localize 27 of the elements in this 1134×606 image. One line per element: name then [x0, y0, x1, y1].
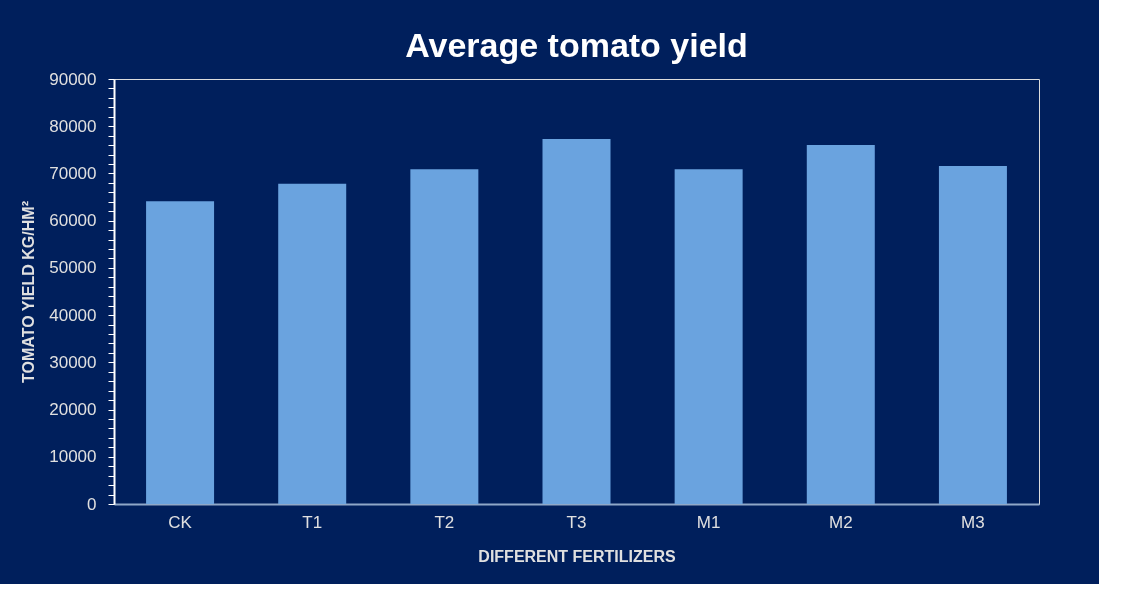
bar — [278, 183, 347, 504]
x-tick-label: M3 — [961, 512, 985, 532]
y-tick-label: 30000 — [49, 352, 97, 372]
y-tick-label: 80000 — [49, 116, 97, 136]
x-tick-label: CK — [168, 512, 193, 532]
bar — [806, 145, 875, 504]
x-tick-label: T3 — [566, 512, 587, 532]
x-tick-label: M2 — [828, 512, 853, 532]
bar — [410, 169, 479, 504]
y-tick-label: 70000 — [49, 163, 97, 183]
y-tick-label: 60000 — [49, 211, 97, 231]
x-tick-label: T1 — [302, 512, 323, 532]
y-tick-label: 40000 — [49, 305, 97, 325]
bar — [674, 169, 743, 504]
bar — [542, 138, 611, 504]
x-tick-label: M1 — [696, 512, 721, 532]
x-axis-title: DIFFERENT FERTILIZERS — [478, 547, 676, 565]
bar — [146, 201, 215, 504]
y-tick-label: 10000 — [49, 447, 97, 467]
y-tick-label: 90000 — [49, 69, 97, 89]
x-tick-label: T2 — [434, 512, 455, 532]
y-tick-label: 50000 — [49, 258, 97, 278]
y-tick-label: 20000 — [49, 400, 97, 420]
chart-title: Average tomato yield — [405, 26, 748, 64]
y-axis-title: TOMATO YIELD KG/HM² — [20, 201, 38, 383]
bar — [938, 165, 1007, 504]
y-tick-label: 0 — [87, 494, 97, 514]
